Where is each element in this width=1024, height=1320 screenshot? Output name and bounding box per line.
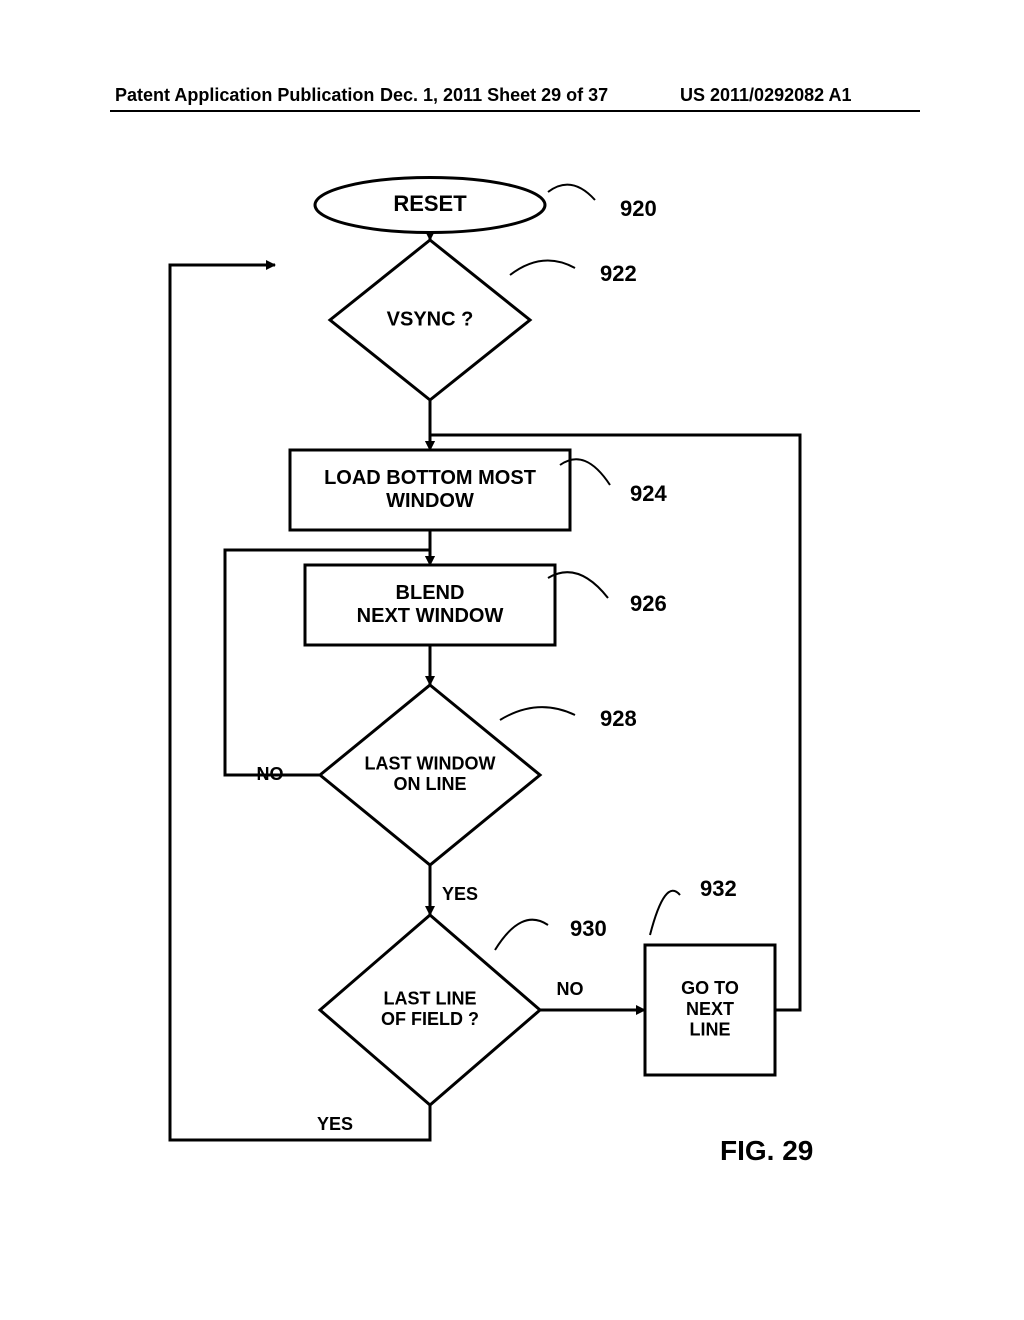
node-label: LINE xyxy=(689,1019,730,1039)
figure-label: FIG. 29 xyxy=(720,1135,813,1166)
node-id: 928 xyxy=(600,706,637,731)
node-label: ON LINE xyxy=(393,774,466,794)
node-id: 924 xyxy=(630,481,667,506)
node-lastline: LAST LINEOF FIELD ? 930 YES NO xyxy=(317,915,607,1134)
node-label: WINDOW xyxy=(386,490,474,512)
node-label: NEXT xyxy=(686,999,734,1019)
node-label: OF FIELD ? xyxy=(381,1009,479,1029)
node-label: LAST LINE xyxy=(384,988,477,1008)
node-lastwin: LAST WINDOWON LINE 928 YES NO xyxy=(257,685,637,904)
node-label: VSYNC ? xyxy=(387,308,474,330)
node-goto: GO TONEXTLINE 932 xyxy=(645,876,775,1075)
node-blend: BLENDNEXT WINDOW 926 xyxy=(305,565,667,645)
node-label: LAST WINDOW xyxy=(365,753,496,773)
node-id: 932 xyxy=(700,876,737,901)
node-id: 922 xyxy=(600,261,637,286)
callout-line xyxy=(548,185,595,200)
callout-line xyxy=(650,891,680,935)
node-vsync: VSYNC ? 922 xyxy=(330,240,637,400)
node-label: GO TO xyxy=(681,978,739,998)
node-label: BLEND xyxy=(396,582,465,604)
flowchart-svg: RESET 920 VSYNC ? 922 LOAD BOTTOM MOSTWINDOW… xyxy=(0,0,1024,1320)
node-id: 926 xyxy=(630,591,667,616)
node-label: NEXT WINDOW xyxy=(357,605,504,627)
node-reset: RESET 920 xyxy=(315,178,657,233)
node-id: 920 xyxy=(620,196,657,221)
branch-label-yes: YES xyxy=(317,1114,353,1134)
node-label: RESET xyxy=(393,191,467,216)
node-id: 930 xyxy=(570,916,607,941)
callout-line xyxy=(548,572,608,598)
callout-line xyxy=(500,707,575,720)
node-label: LOAD BOTTOM MOST xyxy=(324,467,536,489)
branch-label-yes: YES xyxy=(442,884,478,904)
node-load: LOAD BOTTOM MOSTWINDOW 924 xyxy=(290,450,667,530)
branch-label-no: NO xyxy=(257,764,284,784)
callout-line xyxy=(495,920,548,950)
branch-label-no: NO xyxy=(557,979,584,999)
callout-line xyxy=(510,260,575,275)
